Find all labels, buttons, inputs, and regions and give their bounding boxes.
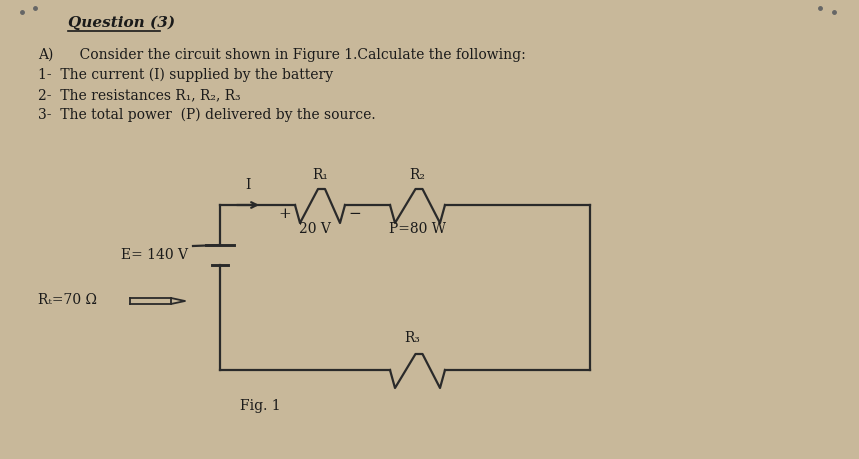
Text: −: −	[348, 207, 361, 221]
Text: R₃: R₃	[405, 331, 420, 345]
Text: 1-  The current (Ι) supplied by the battery: 1- The current (Ι) supplied by the batte…	[38, 68, 333, 83]
Text: Rₜ=70 Ω: Rₜ=70 Ω	[38, 293, 97, 307]
Text: Fig. 1: Fig. 1	[240, 399, 280, 413]
Text: E= 140 V: E= 140 V	[121, 248, 188, 262]
Text: 20 V: 20 V	[299, 222, 331, 236]
Text: R₁: R₁	[312, 168, 328, 182]
Text: 2-  The resistances R₁, R₂, R₃: 2- The resistances R₁, R₂, R₃	[38, 88, 241, 102]
Text: 3-  The total power  (P) delivered by the source.: 3- The total power (P) delivered by the …	[38, 108, 375, 123]
Text: A)      Consider the circuit shown in Figure 1.Calculate the following:: A) Consider the circuit shown in Figure …	[38, 48, 526, 62]
Text: P=80 W: P=80 W	[389, 222, 446, 236]
Text: +: +	[278, 207, 291, 221]
Text: Question (3): Question (3)	[68, 16, 175, 30]
Text: I: I	[246, 178, 251, 192]
Text: R₂: R₂	[410, 168, 425, 182]
